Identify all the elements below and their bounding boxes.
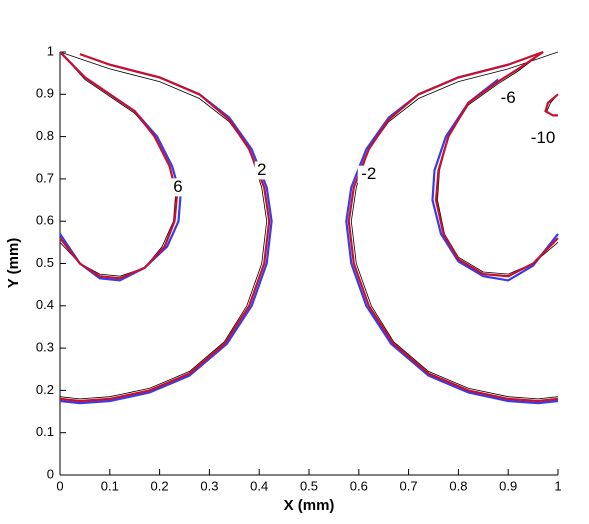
contour-label: -2 — [361, 164, 376, 183]
x-tick-label: 0.4 — [250, 478, 268, 493]
x-axis-title: X (mm) — [284, 497, 335, 514]
y-axis-title: Y (mm) — [5, 238, 22, 289]
x-tick-label: 0.7 — [400, 478, 418, 493]
contour-label: 6 — [173, 177, 182, 196]
contour-label-bg — [528, 129, 559, 148]
y-tick-label: 0 — [47, 466, 54, 481]
y-tick-label: 0.5 — [36, 255, 54, 270]
contour-label-bg — [171, 178, 186, 197]
contour-label-bg — [254, 161, 269, 180]
contour-label: 2 — [257, 160, 266, 179]
contour-line — [59, 50, 559, 403]
contour-label-bg — [497, 89, 520, 108]
contour-label-bg — [357, 165, 380, 184]
x-tick-label: 0.1 — [101, 478, 119, 493]
x-tick-label: 0.2 — [151, 478, 169, 493]
y-tick-label: 0.4 — [36, 297, 54, 312]
y-tick-label: 0.6 — [36, 213, 54, 228]
contour-label: -10 — [531, 128, 556, 147]
x-tick-label: 0.6 — [350, 478, 368, 493]
y-tick-label: 0.9 — [36, 86, 54, 101]
x-tick-label: 0 — [56, 478, 63, 493]
y-tick-label: 0.1 — [36, 424, 54, 439]
x-tick-label: 0.5 — [300, 478, 318, 493]
y-tick-label: 1 — [47, 43, 54, 58]
contour-line — [59, 51, 559, 405]
x-tick-label: 0.3 — [200, 478, 218, 493]
x-tick-label: 0.8 — [449, 478, 467, 493]
contour-label: -6 — [501, 88, 516, 107]
y-tick-label: 0.2 — [36, 382, 54, 397]
x-tick-label: 1 — [554, 478, 561, 493]
y-tick-label: 0.3 — [36, 340, 54, 355]
x-tick-label: 0.9 — [499, 478, 517, 493]
contour-line — [59, 51, 559, 400]
y-tick-label: 0.7 — [36, 170, 54, 185]
y-tick-label: 0.8 — [36, 128, 54, 143]
